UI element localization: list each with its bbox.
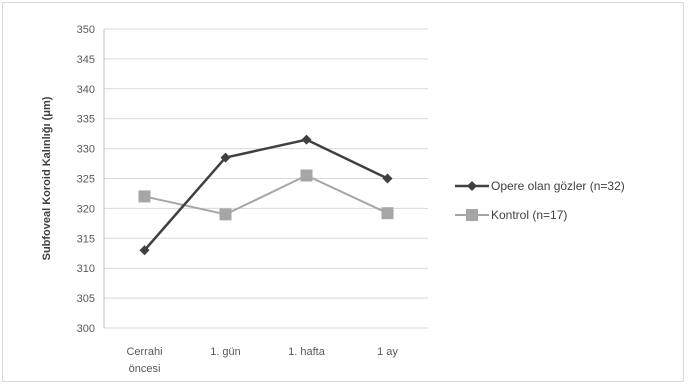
data-point: [220, 152, 231, 163]
legend-item: Opere olan gözler (n=32): [455, 179, 625, 193]
y-tick-label: 350: [77, 24, 95, 36]
data-point: [300, 169, 313, 182]
y-tick-label: 325: [77, 174, 95, 186]
y-tick-label: 330: [77, 144, 95, 156]
legend-label: Opere olan gözler (n=32): [491, 179, 625, 193]
legend-item: Kontrol (n=17): [455, 208, 567, 222]
series-operated: [139, 134, 393, 256]
gridlines: [104, 28, 428, 329]
legend-marker: [466, 209, 478, 221]
y-tick-label: 305: [77, 293, 95, 305]
data-point: [382, 173, 393, 184]
y-tick-labels: 300 305 310 315 320 325 330 335 340 345 350: [77, 24, 95, 335]
x-tick-label: 1 ay: [377, 346, 398, 358]
y-tick-label: 315: [77, 233, 95, 245]
legend: Opere olan gözler (n=32) Kontrol (n=17): [455, 179, 625, 222]
data-point: [138, 190, 151, 203]
x-tick-label: Cerrahi öncesi: [126, 346, 162, 375]
y-tick-label: 335: [77, 114, 95, 126]
x-tick-label: 1. gün: [210, 346, 241, 358]
data-point: [381, 207, 394, 220]
y-tick-label: 340: [77, 84, 95, 96]
legend-marker: [467, 181, 477, 191]
data-point: [301, 134, 312, 145]
data-point: [219, 208, 232, 221]
y-tick-label: 300: [77, 323, 95, 335]
x-tick-labels: Cerrahi öncesi 1. gün 1. hafta 1 ay: [126, 346, 398, 375]
data-point: [139, 245, 150, 256]
y-tick-label: 320: [77, 203, 95, 215]
series-lines: [138, 134, 394, 256]
legend-label: Kontrol (n=17): [491, 208, 567, 222]
x-tick-label: 1. hafta: [288, 346, 326, 358]
y-tick-label: 345: [77, 54, 95, 66]
y-axis-title: Subfoveal Koroid Kalınlığı (μm): [41, 96, 53, 260]
y-tick-label: 310: [77, 263, 95, 275]
series-line: [143, 138, 389, 252]
